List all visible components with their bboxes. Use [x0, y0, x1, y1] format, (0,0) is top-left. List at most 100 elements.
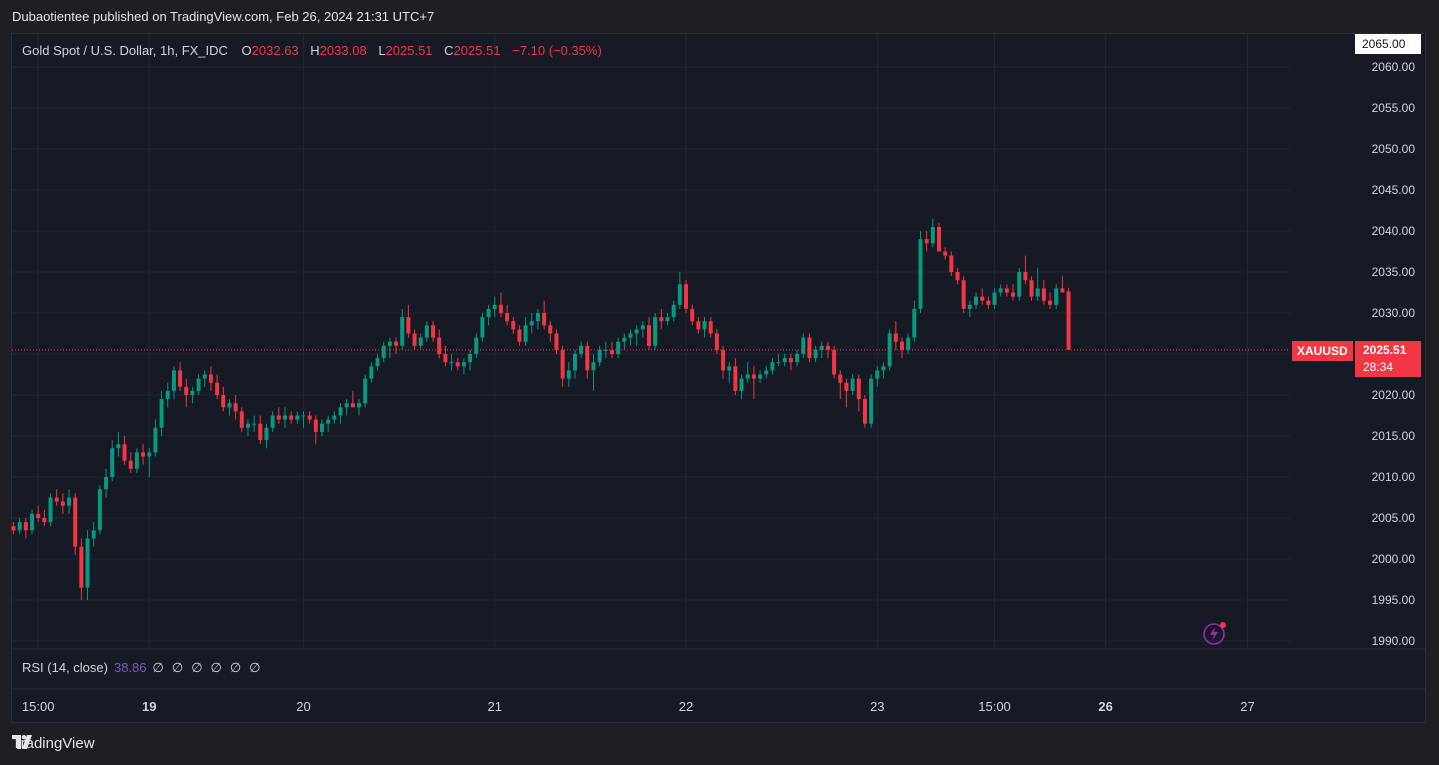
- candle-body: [961, 280, 966, 309]
- candle-body: [122, 444, 127, 461]
- candle-body: [517, 329, 522, 342]
- candle: [455, 358, 460, 371]
- candle: [992, 288, 997, 309]
- candle-body: [554, 333, 559, 350]
- candle-body: [505, 313, 510, 322]
- candle: [184, 378, 189, 408]
- candle-body: [85, 538, 90, 588]
- candle-body: [104, 477, 109, 490]
- candle-body: [1029, 280, 1034, 297]
- low-label: L: [378, 43, 386, 58]
- rsi-value: 38.86: [113, 660, 147, 675]
- candle: [270, 411, 275, 432]
- candle: [770, 358, 775, 375]
- candle-body: [869, 378, 874, 424]
- candle: [696, 317, 701, 334]
- candle: [980, 288, 985, 305]
- candle-body: [801, 337, 806, 354]
- high-value: 2033.08: [319, 43, 367, 58]
- candle: [542, 300, 547, 330]
- candle-body: [739, 378, 744, 391]
- candle: [659, 308, 664, 330]
- price-tick-label: 1990.00: [1372, 634, 1416, 648]
- candle-body: [807, 337, 812, 359]
- candle-body: [609, 349, 614, 354]
- candle: [579, 341, 584, 359]
- candle-body: [1054, 288, 1059, 305]
- candle-body: [764, 370, 769, 375]
- candle: [289, 411, 294, 424]
- candle-body: [17, 522, 22, 531]
- candle: [320, 419, 324, 436]
- candle-body: [899, 341, 904, 350]
- candle-body: [412, 333, 417, 346]
- candle: [147, 448, 152, 477]
- price-tick-label: 2060.00: [1372, 60, 1416, 74]
- last-price: 2025.51: [1363, 343, 1407, 357]
- candle-body: [832, 349, 837, 375]
- low-value: 2025.51: [385, 43, 433, 58]
- candle: [468, 349, 473, 371]
- price-tick-label: 2030.00: [1372, 306, 1416, 320]
- chart-frame[interactable]: [11, 33, 1426, 723]
- candle-body: [215, 382, 220, 395]
- open-value: 2032.63: [251, 43, 299, 58]
- candle: [912, 300, 917, 342]
- candle: [363, 374, 368, 408]
- candle-body: [628, 333, 633, 338]
- top-price-label: 2065.00: [1355, 34, 1421, 54]
- candle-body: [363, 378, 368, 404]
- candle-body: [887, 333, 892, 367]
- price-axis: 2060.00 2055.00 2050.00 2045.00 2040.00 2035.…: [1372, 60, 1416, 648]
- lightning-icon[interactable]: [1202, 621, 1226, 645]
- candle-body: [986, 300, 991, 305]
- price-tick-label: 1995.00: [1372, 593, 1416, 607]
- candle: [326, 415, 331, 432]
- candle: [381, 341, 386, 363]
- candle: [776, 354, 781, 367]
- candle-body: [141, 452, 146, 457]
- candle-body: [566, 370, 571, 379]
- candle-body: [424, 325, 429, 338]
- candle-body: [640, 325, 645, 330]
- candle-body: [684, 284, 689, 309]
- time-tick-label: 15:00: [978, 699, 1011, 714]
- candle: [603, 341, 608, 359]
- candle: [1011, 284, 1016, 301]
- tradingview-logo-icon: [12, 735, 32, 749]
- candle-body: [134, 452, 139, 469]
- candle-body: [332, 415, 337, 420]
- candle-body: [276, 415, 281, 420]
- candle: [122, 436, 127, 465]
- candle-body: [511, 321, 516, 330]
- time-tick-label: 15:00: [22, 699, 55, 714]
- candle: [301, 411, 306, 428]
- candle-body: [338, 407, 343, 416]
- candle-body: [745, 374, 750, 379]
- price-tick-label: 2020.00: [1372, 388, 1416, 402]
- candle: [967, 300, 972, 318]
- tradingview-logo[interactable]: TradingView: [12, 735, 95, 752]
- candle-body: [591, 362, 596, 371]
- candle-body: [54, 497, 59, 502]
- candle-body: [190, 390, 195, 395]
- candle-body: [671, 304, 676, 318]
- candle: [282, 407, 287, 428]
- candle-body: [647, 325, 652, 346]
- candle: [1041, 280, 1046, 305]
- candle-body: [585, 345, 590, 371]
- candle: [702, 317, 707, 338]
- candle: [221, 386, 226, 412]
- candle-body: [924, 239, 929, 244]
- candles: [11, 218, 1071, 600]
- candle-body: [758, 374, 763, 379]
- candle: [239, 407, 244, 432]
- candle: [819, 341, 824, 359]
- candle-body: [270, 415, 275, 428]
- candle-body: [36, 513, 41, 518]
- candle: [875, 366, 880, 387]
- candle-body: [48, 497, 53, 523]
- rsi-placeholder: ∅: [152, 660, 164, 675]
- candle-body: [23, 522, 28, 531]
